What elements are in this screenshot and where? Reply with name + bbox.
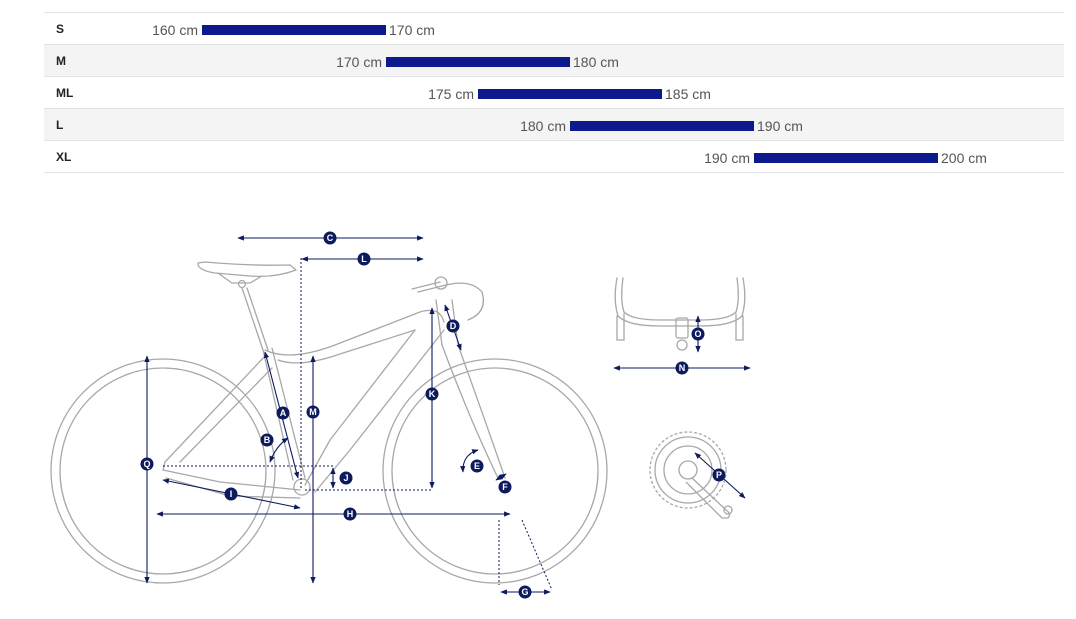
badge-o: O [691,327,705,341]
handlebar-front-view [614,277,746,351]
arrow-f [495,473,507,481]
range-max-label: 200 cm [941,150,987,166]
seatpost [241,287,264,351]
reference-lines [163,258,553,591]
bottom-bracket [293,478,311,496]
badge-i: I [224,487,238,501]
range-max-label: 185 cm [665,86,711,102]
arrow-e [460,449,479,473]
saddle-shape [197,261,297,278]
range-max-label: 180 cm [573,54,619,70]
badge-a: A [276,406,290,420]
svg-text:L: L [361,254,367,264]
arrow-b [269,437,289,463]
size-row-xl: XL 190 cm 200 cm [44,141,1064,173]
badge-f: F [498,480,512,494]
svg-text:P: P [716,470,722,480]
badge-e: E [470,459,484,473]
svg-text:D: D [450,321,457,331]
badge-l: L [357,252,371,266]
range-max-label: 170 cm [389,22,435,38]
badge-h: H [343,507,357,521]
svg-text:G: G [521,587,528,597]
size-range-table: S 160 cm 170 cm M 170 cm 180 cm ML 175 c… [44,12,1064,173]
svg-text:K: K [429,389,436,399]
svg-text:Q: Q [143,459,150,469]
range-bar [570,121,754,131]
size-label: XL [56,150,72,164]
badge-b: B [260,433,274,447]
range-bar [754,153,938,163]
rear-wheel-outer [50,358,276,584]
svg-text:J: J [343,473,348,483]
chain-stay [162,469,301,491]
svg-text:C: C [327,233,334,243]
size-label: M [56,54,66,68]
crank-arm [685,477,731,519]
svg-text:O: O [694,329,701,339]
size-label: ML [56,86,74,100]
size-row-l: L 180 cm 190 cm [44,109,1064,141]
range-min-label: 160 cm [152,22,198,38]
badge-j: J [339,471,353,485]
range-min-label: 170 cm [336,54,382,70]
svg-text:E: E [474,461,480,471]
svg-text:F: F [502,482,508,492]
front-wheel-outer [382,358,608,584]
head-tube [435,299,443,346]
badge-d: D [446,319,460,333]
down-tube [304,329,416,486]
rear-wheel-inner [59,367,267,575]
label-badges: C L D K M A B Q E J F I H G O N P [140,231,726,599]
front-wheel-inner [391,367,599,575]
svg-text:B: B [264,435,271,445]
badge-c: C [323,231,337,245]
badge-m: M [306,405,320,419]
size-label: L [56,118,64,132]
svg-text:I: I [230,489,233,499]
badge-g: G [518,585,532,599]
range-bar [386,57,570,67]
seatpost-clamp [237,279,247,289]
range-bar [202,25,386,35]
svg-text:H: H [347,509,354,519]
svg-text:A: A [280,408,287,418]
badge-n: N [675,361,689,375]
size-row-ml: ML 175 cm 185 cm [44,77,1064,109]
range-max-label: 190 cm [757,118,803,134]
range-bar [478,89,662,99]
seat-stay [162,354,267,471]
range-min-label: 175 cm [428,86,474,102]
bike-frame-drawing [50,261,608,584]
badge-p: P [712,468,726,482]
badge-q: Q [140,457,154,471]
measurement-arrows [144,235,751,595]
range-min-label: 190 cm [704,150,750,166]
badge-k: K [425,387,439,401]
top-tube [264,309,445,356]
fork [441,344,499,479]
svg-text:N: N [679,363,686,373]
size-label: S [56,22,65,36]
svg-text:M: M [309,407,317,417]
size-row-s: S 160 cm 170 cm [44,13,1064,45]
range-min-label: 180 cm [520,118,566,134]
saddle-rails [217,272,263,284]
stem-bar [417,282,485,321]
size-row-m: M 170 cm 180 cm [44,45,1064,77]
